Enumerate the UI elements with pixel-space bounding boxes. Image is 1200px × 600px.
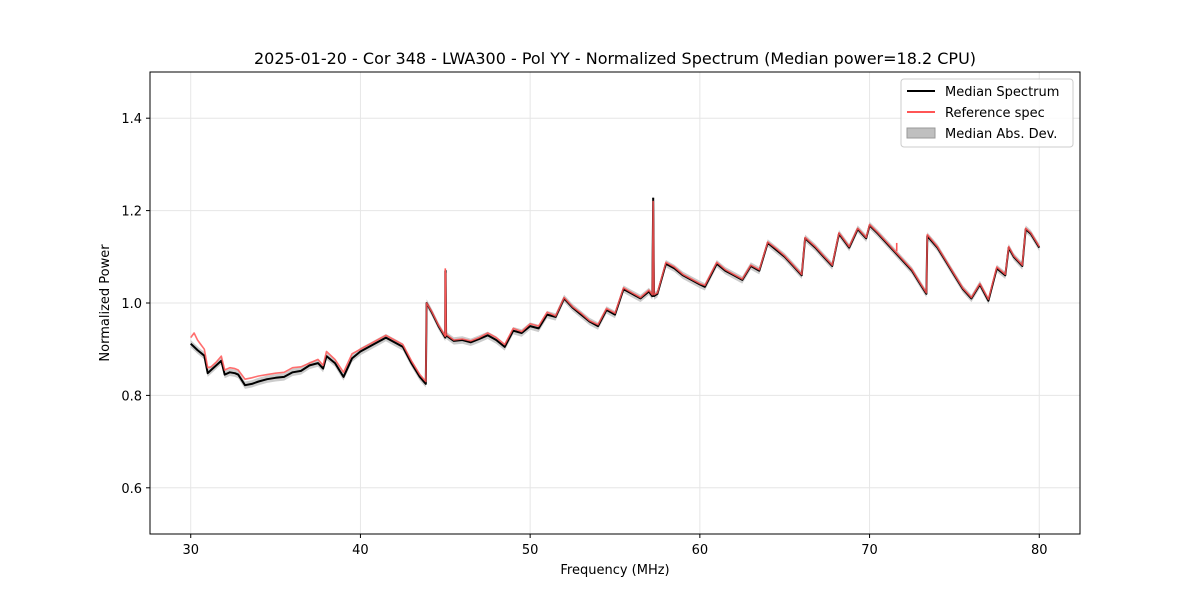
- y-tick-label: 1.2: [121, 205, 142, 220]
- y-tick-label: 0.8: [121, 389, 142, 404]
- x-tick-label: 30: [182, 543, 199, 558]
- y-axis-title: Normalized Power: [98, 244, 113, 362]
- y-tick-label: 1.4: [121, 112, 142, 127]
- x-tick-label: 40: [352, 543, 369, 558]
- chart-title: 2025-01-20 - Cor 348 - LWA300 - Pol YY -…: [254, 49, 976, 68]
- y-tick-label: 1.0: [121, 297, 142, 312]
- x-axis-title: Frequency (MHz): [560, 563, 669, 578]
- legend-label-reference-spec: Reference spec: [945, 106, 1045, 121]
- reference-spec-line: [190, 200, 1040, 383]
- series-layer: [190, 197, 1041, 387]
- ticks: 30 40 50 60 70 80 0.6 0.8 1.0 1.2 1.4: [121, 112, 1047, 558]
- x-tick-label: 50: [522, 543, 539, 558]
- y-tick-label: 0.6: [121, 482, 142, 497]
- x-tick-label: 70: [861, 543, 878, 558]
- legend: Median Spectrum Reference spec Median Abs.…: [900, 78, 1074, 148]
- legend-box: [900, 78, 1074, 148]
- legend-label-median-spectrum: Median Spectrum: [945, 85, 1059, 100]
- x-tick-label: 80: [1031, 543, 1048, 558]
- x-tick-label: 60: [692, 543, 709, 558]
- legend-swatch-median-abs-dev: [906, 127, 936, 139]
- legend-label-median-abs-dev: Median Abs. Dev.: [945, 127, 1057, 142]
